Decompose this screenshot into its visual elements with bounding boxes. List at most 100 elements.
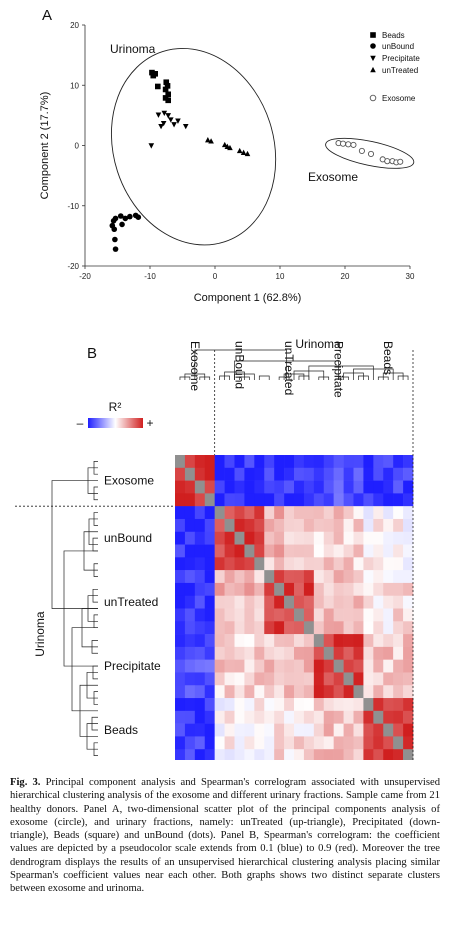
heatmap-cell (254, 506, 265, 520)
heatmap-cell (274, 710, 285, 724)
heatmap-cell (284, 595, 295, 609)
heatmap-cell (274, 672, 285, 686)
heatmap-cell (294, 493, 305, 507)
heatmap-cell (244, 698, 255, 712)
heatmap-cell (393, 736, 404, 750)
heatmap-cell (303, 634, 315, 648)
heatmap-cell (303, 698, 315, 712)
heatmap-cell (214, 646, 225, 660)
heatmap-cell (363, 570, 374, 584)
heatmap-cell (184, 672, 196, 686)
heatmap-cell (373, 685, 384, 699)
series-untreated (205, 136, 251, 157)
heatmap-cell (303, 544, 315, 558)
heatmap-cell (383, 595, 394, 609)
heatmap-cell (353, 595, 364, 609)
heatmap-cell (383, 608, 394, 622)
heatmap-cell (373, 582, 384, 597)
heatmap-cell (343, 518, 354, 533)
exosome-ellipse (325, 137, 415, 169)
heatmap-cell (333, 570, 344, 584)
heatmap-cell (234, 557, 245, 571)
data-point (122, 215, 129, 222)
heatmap-cell (244, 736, 255, 750)
heatmap-cell (244, 480, 255, 494)
legend-marker (370, 32, 376, 38)
heatmap-cell (184, 634, 196, 648)
heatmap-cell (224, 659, 235, 673)
heatmap-cell (353, 455, 364, 469)
heatmap-cell (363, 698, 374, 712)
heatmap-cell (323, 506, 334, 520)
heatmap-cell (204, 621, 215, 635)
heatmap-cell (303, 595, 315, 609)
heatmap-cell (264, 723, 275, 737)
x-axis-label: Component 1 (62.8%) (194, 292, 302, 304)
heatmap-cell (403, 467, 414, 481)
heatmap-cell (234, 544, 245, 558)
heatmap-cell (383, 557, 394, 571)
heatmap-cell (284, 736, 295, 750)
heatmap-cell (323, 749, 334, 760)
heatmap-cell (274, 685, 285, 699)
heatmap-cell (303, 531, 315, 545)
heatmap-cell (284, 646, 295, 660)
heatmap-cell (194, 672, 206, 686)
heatmap-cell (214, 595, 225, 609)
heatmap-cell (184, 659, 196, 673)
heatmap-cell (264, 582, 275, 597)
heatmap-cell (403, 723, 414, 737)
heatmap-cell (323, 455, 334, 469)
heatmap-cell (204, 506, 215, 520)
heatmap-cell (373, 736, 384, 750)
heatmap-cell (175, 455, 186, 469)
heatmap-cell (363, 544, 374, 558)
data-point (236, 147, 243, 154)
heatmap-cell (303, 685, 315, 699)
series-beads (149, 69, 171, 104)
pca-scatter-plot: -20 -10 0 10 20 30 -20 -10 0 10 20 Component 1 (62.… (39, 21, 420, 304)
heatmap-cell (284, 518, 295, 533)
heatmap-cell (313, 455, 325, 469)
heatmap-cell (353, 506, 364, 520)
heatmap-cell (204, 570, 215, 584)
heatmap-cell (373, 595, 384, 609)
heatmap-cell (353, 710, 364, 724)
heatmap-cell (383, 685, 394, 699)
heatmap-cell (214, 634, 225, 648)
heatmap-cell (184, 608, 196, 622)
heatmap-cell (264, 506, 275, 520)
data-point (165, 113, 171, 119)
data-point (164, 83, 171, 89)
heatmap-cell (373, 467, 384, 481)
heatmap-cell (264, 595, 275, 609)
heatmap-cell (234, 595, 245, 609)
heatmap-cell (353, 557, 364, 571)
x-tick-label: 20 (341, 272, 350, 281)
heatmap-cell (175, 557, 186, 571)
heatmap-cell (313, 736, 325, 750)
heatmap-cell (284, 710, 295, 724)
heatmap-cell (274, 544, 285, 558)
heatmap-cell (323, 582, 334, 597)
heatmap-cell (234, 646, 245, 660)
heatmap-cell (214, 570, 225, 584)
legend-entry: unTreated (382, 66, 418, 75)
heatmap-cell (353, 467, 364, 481)
heatmap-cell (343, 659, 354, 673)
heatmap-cell (244, 493, 255, 507)
heatmap-cell (204, 518, 215, 533)
heatmap-cell (313, 557, 325, 571)
heatmap-cell (194, 710, 206, 724)
heatmap-cell (393, 570, 404, 584)
data-point (161, 110, 168, 117)
heatmap-cell (204, 595, 215, 609)
heatmap-cell (264, 608, 275, 622)
heatmap-cell (294, 518, 305, 533)
heatmap-cell (194, 659, 206, 673)
heatmap-cell (294, 634, 305, 648)
figure-caption: Fig. 3. Principal component analysis and… (10, 776, 440, 896)
heatmap-cell (234, 608, 245, 622)
heatmap-cell (363, 506, 374, 520)
caption-text: Principal component analysis and Spearma… (10, 777, 440, 895)
